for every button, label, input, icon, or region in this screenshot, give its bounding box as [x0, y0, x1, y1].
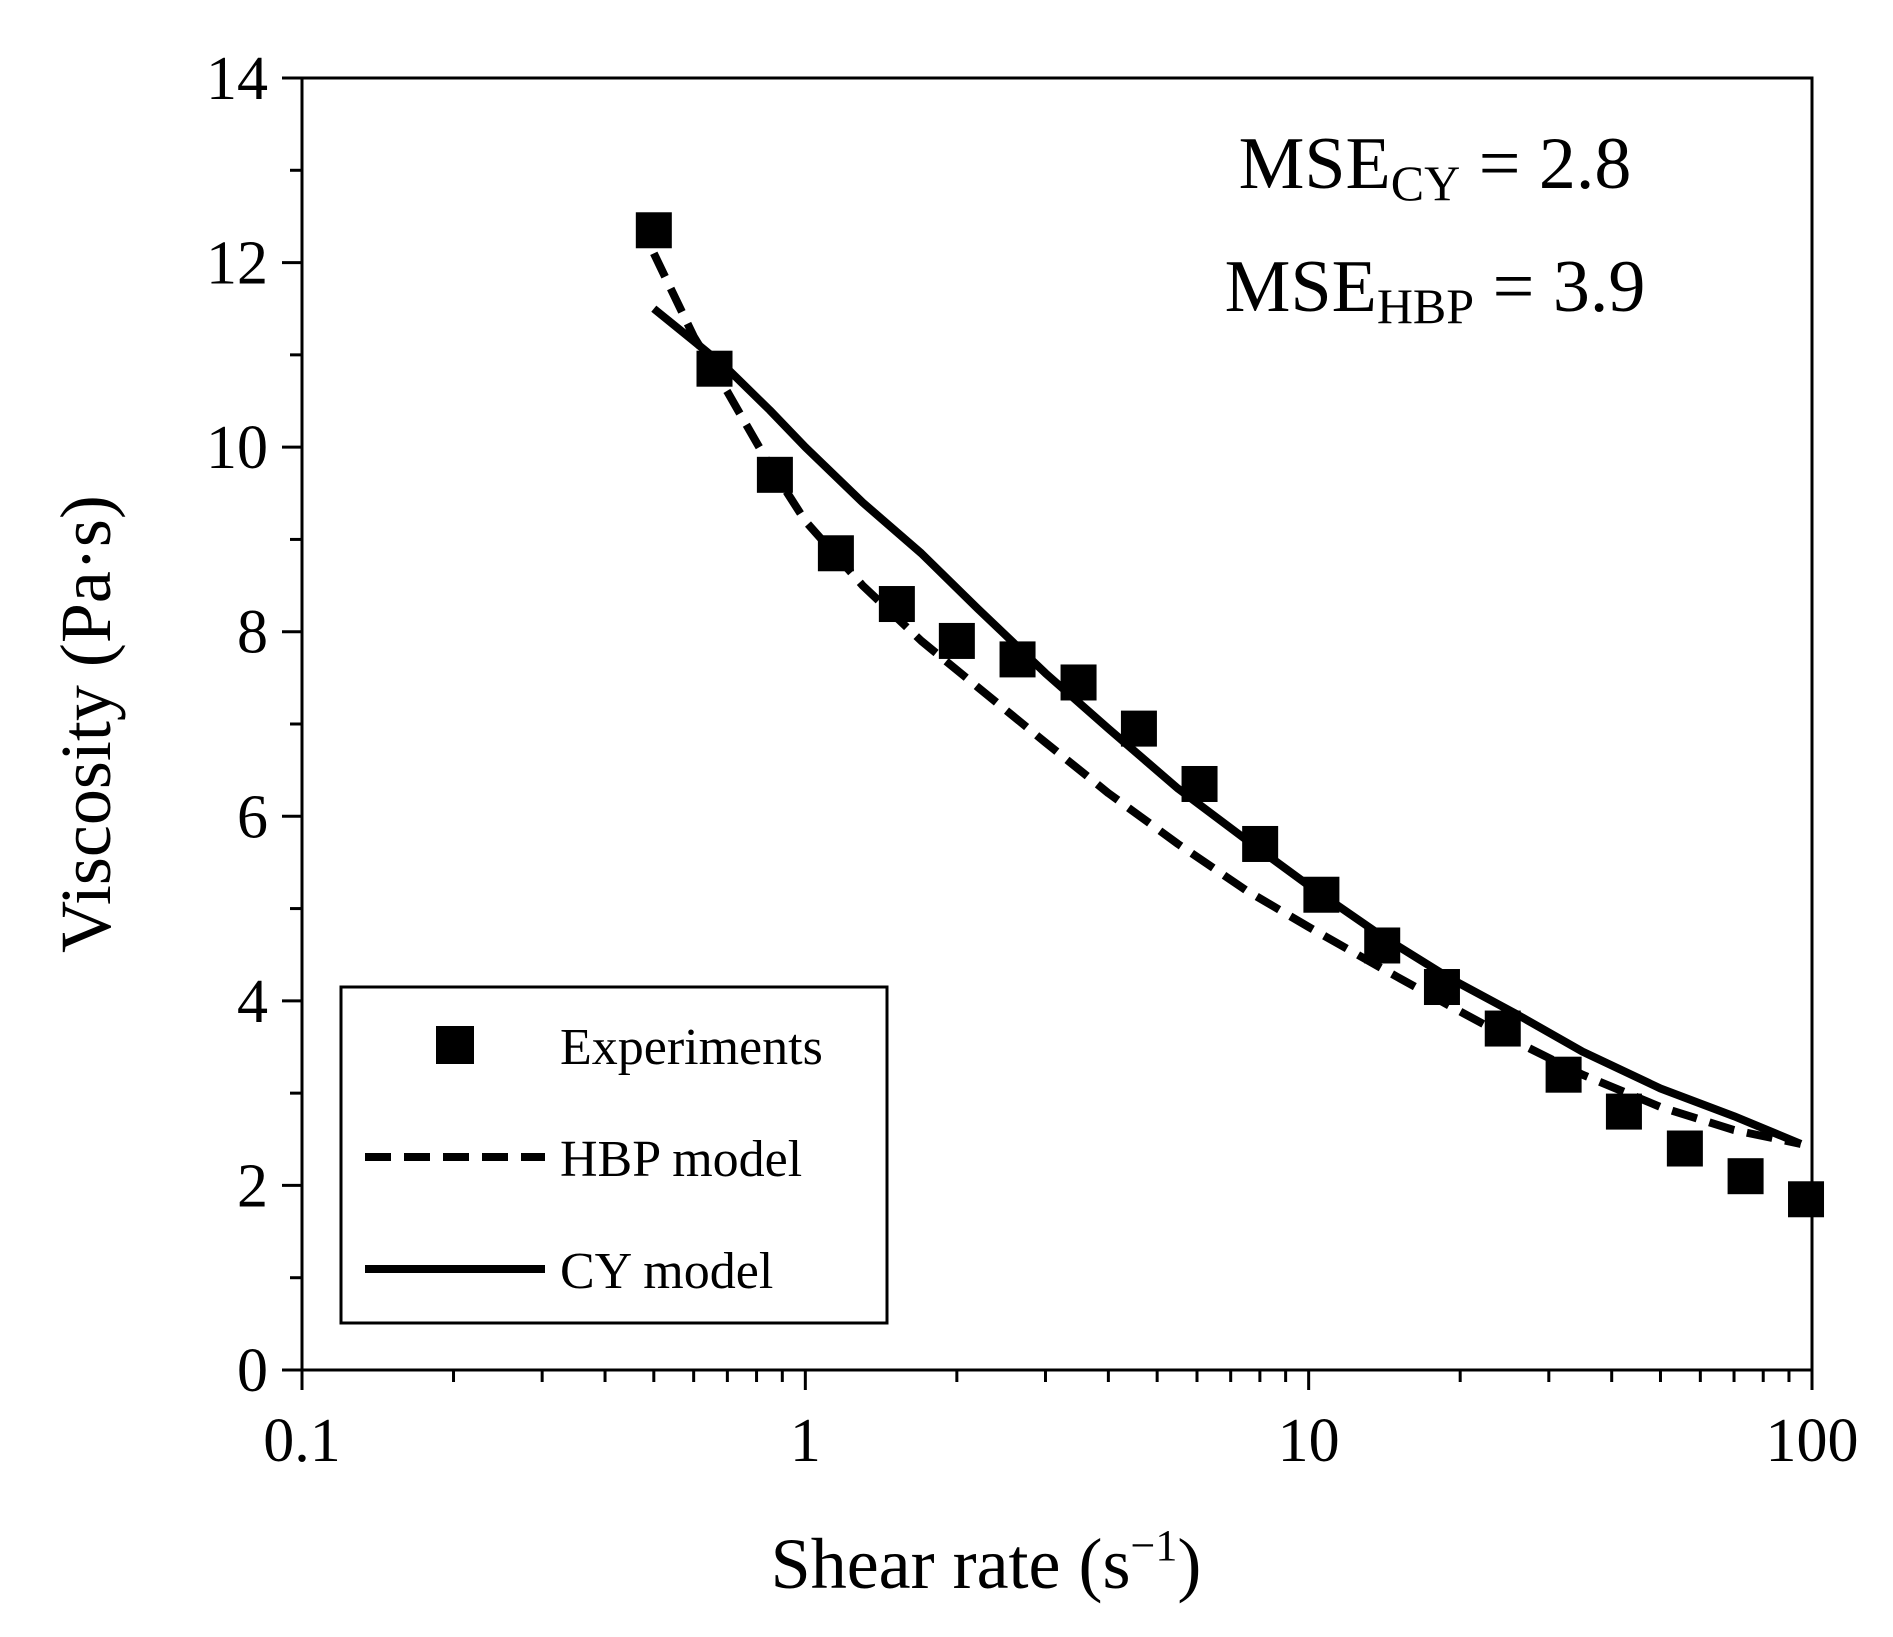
mse-hbp-annotation: MSEHBP = 3.9 — [1225, 246, 1646, 334]
x-tick-label: 100 — [1766, 1407, 1859, 1475]
legend-cy-label: CY model — [560, 1243, 773, 1300]
experiments-point — [1364, 927, 1401, 964]
experiments-point — [1120, 710, 1157, 747]
x-tick-label: 0.1 — [263, 1407, 341, 1475]
y-axis-title: Viscosity (Pa·s) — [46, 495, 126, 953]
experiments-point — [1545, 1056, 1582, 1093]
experiments-point — [756, 456, 793, 493]
experiments-point — [696, 350, 733, 387]
experiments-point — [817, 535, 854, 572]
experiments-point — [1181, 765, 1218, 802]
legend: Experiments HBP model CY model — [339, 985, 889, 1325]
axis-ticks: 0 2 4 6 8 10 12 14 0.1 1 10 100 — [206, 45, 1859, 1475]
mse-cy-annotation: MSECY = 2.8 — [1239, 123, 1632, 211]
experiments-point — [1060, 664, 1097, 701]
experiments-point — [1484, 1010, 1521, 1047]
y-tick-label: 8 — [237, 599, 268, 667]
y-tick-label: 14 — [206, 45, 268, 113]
legend-experiments-label: Experiments — [560, 1019, 823, 1076]
legend-experiments-marker — [436, 1026, 474, 1064]
cy-model-line — [651, 305, 1803, 1148]
experiments-point — [635, 212, 672, 249]
experiments-point — [878, 586, 915, 623]
y-tick-label: 0 — [237, 1337, 268, 1405]
experiments-point — [938, 622, 975, 659]
y-tick-label: 2 — [237, 1152, 268, 1220]
experiments-point — [1788, 1181, 1825, 1218]
x-tick-label: 1 — [790, 1407, 821, 1475]
series-layer — [635, 212, 1825, 1218]
legend-hbp-label: HBP model — [560, 1131, 802, 1188]
experiments-point — [1303, 876, 1340, 913]
x-axis-title: Shear rate (s−1) — [771, 1521, 1202, 1604]
experiments-point — [999, 641, 1036, 678]
y-tick-label: 4 — [237, 968, 268, 1036]
y-tick-label: 10 — [206, 414, 268, 482]
experiments-point — [1242, 825, 1279, 862]
x-tick-label: 10 — [1278, 1407, 1340, 1475]
experiments-point — [1727, 1158, 1764, 1195]
y-tick-label: 6 — [237, 783, 268, 851]
experiments-point — [1605, 1093, 1642, 1130]
y-tick-label: 12 — [206, 230, 268, 298]
experiments-point — [1423, 969, 1460, 1006]
experiments-point — [1666, 1130, 1703, 1167]
